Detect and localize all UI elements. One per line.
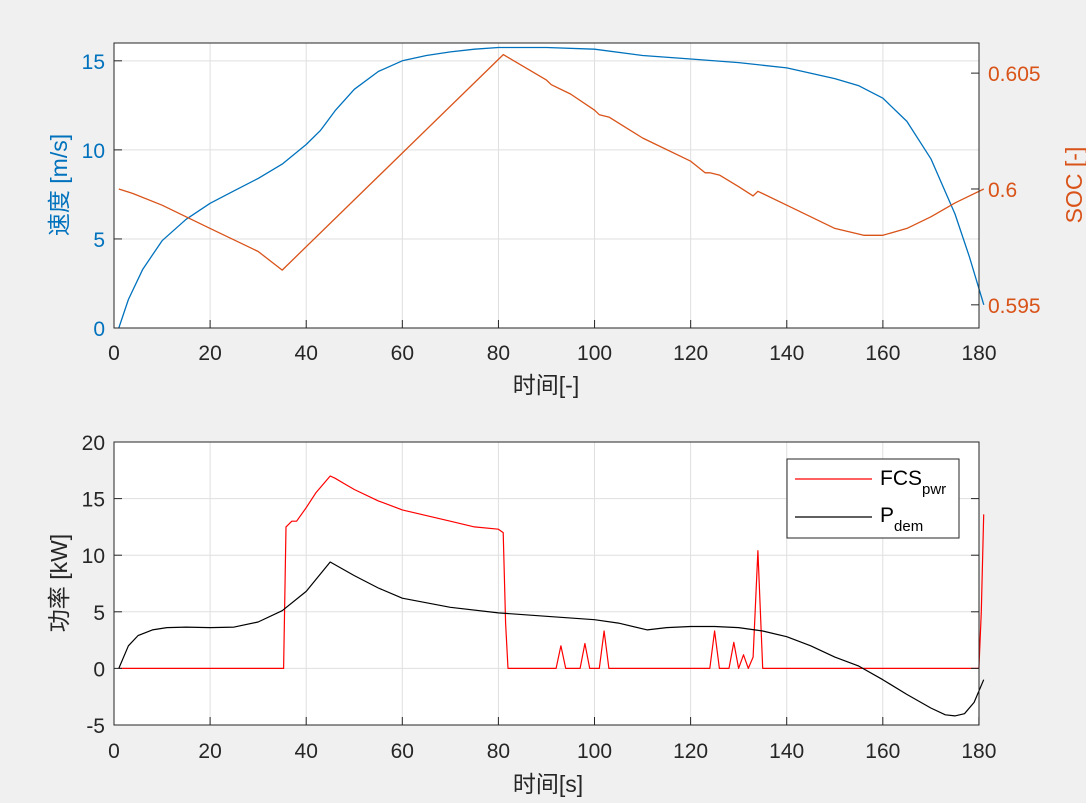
top-series [118, 46, 985, 329]
top-plot-frame [113, 42, 980, 329]
legend-label-pdem-sub: dem [894, 518, 923, 535]
bottom-x-tick-label: 100 [577, 740, 612, 763]
top-plot-area [114, 43, 979, 328]
bottom-y-tick-label: 10 [82, 545, 105, 568]
top-y-axis-label-left: 速度 [m/s] [46, 134, 72, 236]
bottom-y-tick-label: 5 [93, 602, 105, 625]
top-x-tick-label: 180 [961, 342, 996, 365]
top-x-axis-label: 时间[-] [513, 372, 579, 398]
bottom-y-tick-label: -5 [86, 715, 105, 738]
legend-label-pdem-main: P [880, 504, 894, 527]
bottom-x-axis-label: 时间[s] [513, 771, 583, 797]
top-y-left-tick-label: 15 [82, 51, 105, 74]
legend-label-pdem: Pdem [880, 504, 923, 535]
soc-series-line [118, 53, 985, 271]
top-x-tick-label: 80 [487, 342, 510, 365]
top-x-tick-label: 40 [295, 342, 318, 365]
bottom-x-tick-label: 40 [295, 740, 318, 763]
bottom-y-axis-label: 功率 [kW] [46, 534, 72, 632]
legend: FCSpwr Pdem [786, 458, 960, 539]
bottom-x-tick-label: 20 [198, 740, 221, 763]
top-x-tick-label: 140 [769, 342, 804, 365]
top-y-right-tick-label: 0.595 [988, 295, 1041, 318]
bottom-x-tick-label: 120 [673, 740, 708, 763]
top-y-left-tick-label: 10 [82, 140, 105, 163]
top-y-right-tick-label: 0.605 [988, 63, 1041, 86]
top-x-tick-label: 60 [391, 342, 414, 365]
top-x-tick-label: 0 [108, 342, 120, 365]
top-axes: 0 20 40 60 80 100 120 140 160 180 0 5 10 15 0.595 0.6 0.… [46, 42, 1086, 398]
bottom-y-tick-label: 20 [82, 432, 105, 455]
top-x-tick-label: 160 [865, 342, 900, 365]
bottom-x-tick-label: 80 [487, 740, 510, 763]
top-y-right-tick-label: 0.6 [988, 179, 1017, 202]
bottom-plot-frame [113, 441, 980, 726]
speed-series-line [118, 46, 985, 329]
legend-label-fcs: FCSpwr [880, 467, 946, 498]
legend-label-fcs-main: FCS [880, 467, 922, 490]
bottom-x-tick-label: 60 [391, 740, 414, 763]
bottom-x-tick-label: 180 [961, 740, 996, 763]
top-x-tick-label: 100 [577, 342, 612, 365]
bottom-x-tick-label: 160 [865, 740, 900, 763]
top-x-tick-label: 20 [198, 342, 221, 365]
bottom-x-tick-label: 0 [108, 740, 120, 763]
bottom-series [118, 475, 985, 717]
bottom-y-tick-label: 15 [82, 489, 105, 512]
power-demand-series-line [118, 561, 985, 717]
top-y-axis-label-right: SOC [-] [1061, 147, 1086, 224]
top-ticks: 0 20 40 60 80 100 120 140 160 180 0 5 10 15 0.595 0.6 0.… [82, 51, 1041, 365]
top-y-left-tick-label: 0 [93, 318, 105, 341]
top-y-left-tick-label: 5 [93, 229, 105, 252]
bottom-y-tick-label: 0 [93, 658, 105, 681]
fcs-power-series-line [118, 475, 985, 670]
bottom-x-tick-label: 140 [769, 740, 804, 763]
legend-label-fcs-sub: pwr [922, 481, 946, 498]
legend-box [786, 458, 960, 539]
top-x-tick-label: 120 [673, 342, 708, 365]
